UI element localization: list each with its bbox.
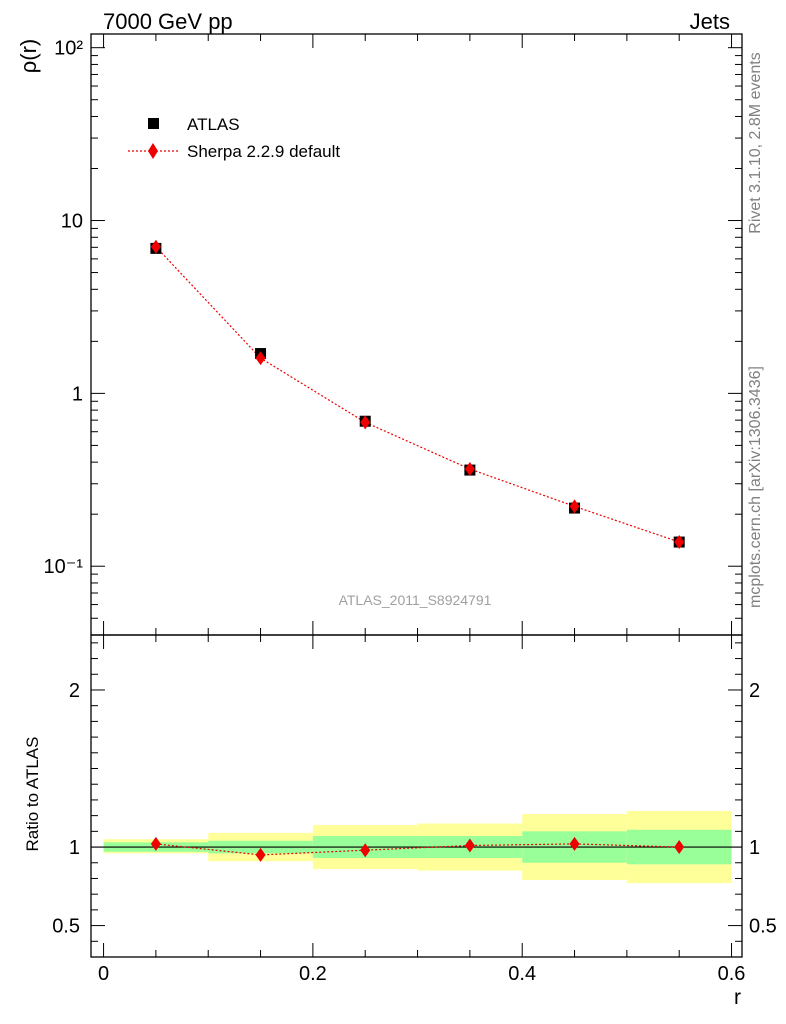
ratio-y-tick-label: 1 (69, 837, 80, 859)
main-y-tick-labels: 10⁻¹ 1 10 10² (44, 38, 84, 579)
mcplots-label: mcplots.cern.ch [arXiv:1306.3436] (747, 366, 764, 608)
ratio-data-point (150, 836, 161, 851)
ratio-y-tick-label: 0.5 (52, 916, 80, 938)
main-y-tick-label: 10² (54, 38, 83, 60)
header-left: 7000 GeV pp (103, 9, 233, 34)
main-series-line (155, 246, 680, 543)
main-y-tick-label: 10 (61, 211, 83, 233)
legend-marker-sherpa (148, 143, 158, 159)
sherpa-data-point (255, 351, 266, 366)
ratio-x-tick-labels: 0 0.2 0.4 0.6 (98, 963, 745, 985)
main-y-tick-label: 10⁻¹ (44, 556, 84, 578)
legend-marker-atlas (148, 118, 159, 129)
main-series-markers (150, 239, 685, 550)
ratio-data-point (464, 838, 475, 853)
ratio-x-tick-label: 0.2 (299, 963, 327, 985)
ratio-x-tick-label: 0.6 (718, 963, 746, 985)
ratio-y-axis-label: Ratio to ATLAS (23, 737, 42, 852)
main-y-axis-label: ρ(r) (16, 39, 41, 74)
legend: ATLAS Sherpa 2.2.9 default (128, 115, 340, 161)
header-right: Jets (690, 9, 730, 34)
ratio-series-line (155, 843, 680, 856)
ratio-x-tick-label: 0 (98, 963, 109, 985)
legend-label-sherpa: Sherpa 2.2.9 default (187, 142, 340, 161)
ratio-data-point (360, 843, 371, 858)
main-axis-ticks (91, 34, 742, 636)
ratio-series-markers (150, 836, 685, 862)
ratio-x-axis-label: r (734, 986, 741, 1009)
rivet-label: Rivet 3.1.10, 2.8M events (747, 52, 764, 233)
ratio-x-tick-label: 0.4 (508, 963, 536, 985)
ratio-y-tick-label: 2 (69, 680, 80, 702)
main-y-tick-label: 1 (72, 383, 83, 405)
ratio-y-tick-labels: 0.5 0.5 1 1 2 2 (52, 680, 777, 938)
ratio-plot-frame (90, 634, 743, 958)
sherpa-data-point (569, 499, 580, 514)
analysis-watermark: ATLAS_2011_S8924791 (339, 592, 492, 608)
sherpa-data-point (674, 535, 685, 550)
ratio-y-tick-label-right: 2 (749, 680, 760, 702)
sherpa-data-point (150, 239, 161, 254)
ratio-data-point (569, 836, 580, 851)
ratio-data-point (255, 847, 266, 862)
sherpa-data-point (464, 462, 475, 477)
ratio-series-lines (155, 843, 680, 856)
main-series-lines (155, 246, 680, 543)
ratio-axis-ticks (91, 635, 742, 957)
legend-label-atlas: ATLAS (187, 115, 240, 134)
ratio-data-point (674, 840, 685, 855)
ratio-y-tick-label-right: 0.5 (749, 916, 777, 938)
ratio-y-tick-label-right: 1 (749, 837, 760, 859)
sherpa-data-point (360, 415, 371, 430)
